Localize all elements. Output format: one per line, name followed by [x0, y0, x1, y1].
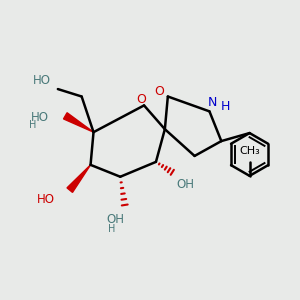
Text: CH₃: CH₃ — [239, 146, 260, 156]
Text: O: O — [154, 85, 164, 98]
Text: N: N — [208, 96, 217, 109]
Text: H: H — [29, 120, 36, 130]
Text: HO: HO — [31, 111, 49, 124]
Text: OH: OH — [177, 178, 195, 191]
Polygon shape — [64, 113, 94, 132]
Polygon shape — [67, 165, 91, 192]
Text: HO: HO — [37, 193, 55, 206]
Text: HO: HO — [32, 74, 50, 87]
Text: O: O — [136, 93, 146, 106]
Text: H: H — [221, 100, 230, 113]
Text: OH: OH — [107, 213, 125, 226]
Text: H: H — [108, 224, 115, 234]
